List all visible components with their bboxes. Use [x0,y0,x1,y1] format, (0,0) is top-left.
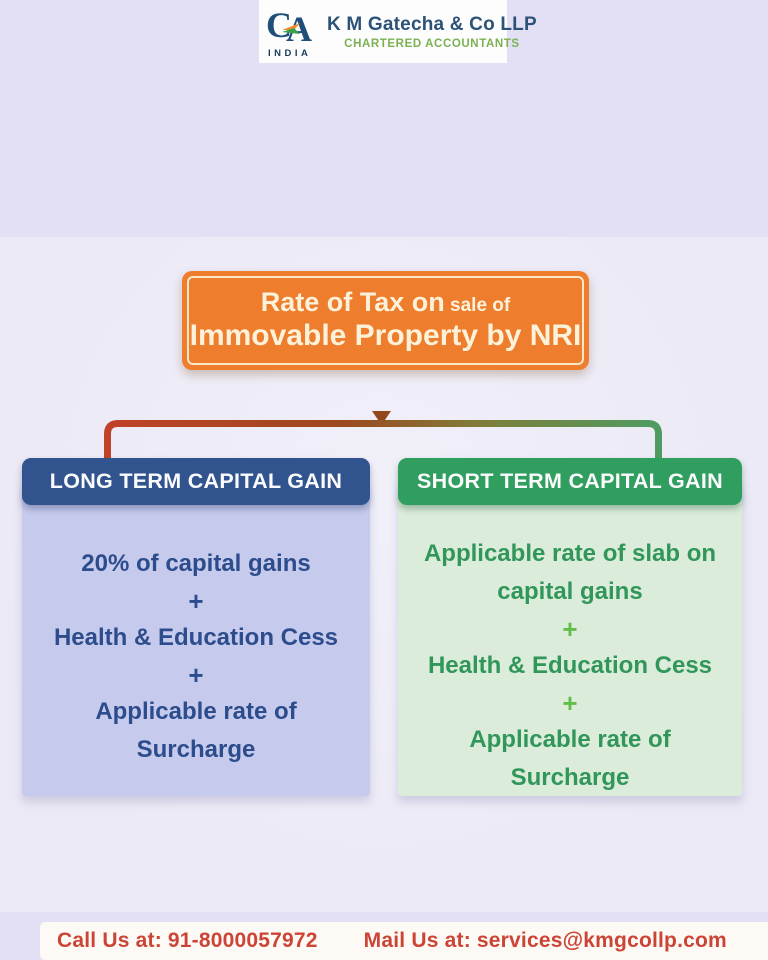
short-term-item: Applicable rate of slab on capital gains [423,540,717,605]
short-term-item: Health & Education Cess [427,652,713,679]
ca-india-logo-icon: C A INDIA [266,5,312,59]
firm-tagline: CHARTERED ACCOUNTANTS [344,37,520,50]
contact-footer-bar: Call Us at: 91-8000057972 Mail Us at: se… [40,922,768,960]
brand-text-block: K M Gatecha & Co LLP CHARTERED ACCOUNTAN… [327,14,537,50]
root-title-box: Rate of Tax on sale of Immovable Propert… [182,271,589,370]
svg-text:INDIA: INDIA [268,48,311,59]
plus-sign: + [188,586,204,616]
flowchart-connector [104,370,662,463]
short-term-capital-gain-card: SHORT TERM CAPITAL GAIN Applicable rate … [398,458,742,796]
long-term-capital-gain-card: LONG TERM CAPITAL GAIN 20% of capital ga… [22,458,370,796]
long-term-item: 20% of capital gains [81,550,311,577]
short-term-card-body: Applicable rate of slab on capital gains… [398,481,742,796]
short-term-card-header: SHORT TERM CAPITAL GAIN [398,458,742,505]
plus-sign: + [562,688,578,718]
branch-bracket [104,420,662,463]
long-term-card-body: 20% of capital gains + Health & Educatio… [22,481,370,796]
title-line2: Immovable Property by NRI [189,319,582,353]
long-term-card-header: LONG TERM CAPITAL GAIN [22,458,370,505]
short-term-item: Applicable rate of Surcharge [469,726,671,791]
plus-sign: + [562,614,578,644]
brand-header: C A INDIA K M Gatecha & Co LLP CHARTERED… [259,0,537,63]
title-line1-small: sale of [444,294,511,316]
email-contact: Mail Us at: services@kmgcollp.com [363,929,727,952]
plus-sign: + [188,660,204,690]
long-term-item: Applicable rate of Surcharge [95,698,297,763]
long-term-item: Health & Education Cess [53,624,339,651]
phone-contact: Call Us at: 91-8000057972 [57,929,318,952]
svg-text:C: C [266,5,292,45]
title-line1-main: Rate of Tax on [260,286,445,317]
title-line1: Rate of Tax on sale of [261,287,511,318]
arrow-down-icon [372,411,391,425]
firm-name: K M Gatecha & Co LLP [327,13,537,35]
